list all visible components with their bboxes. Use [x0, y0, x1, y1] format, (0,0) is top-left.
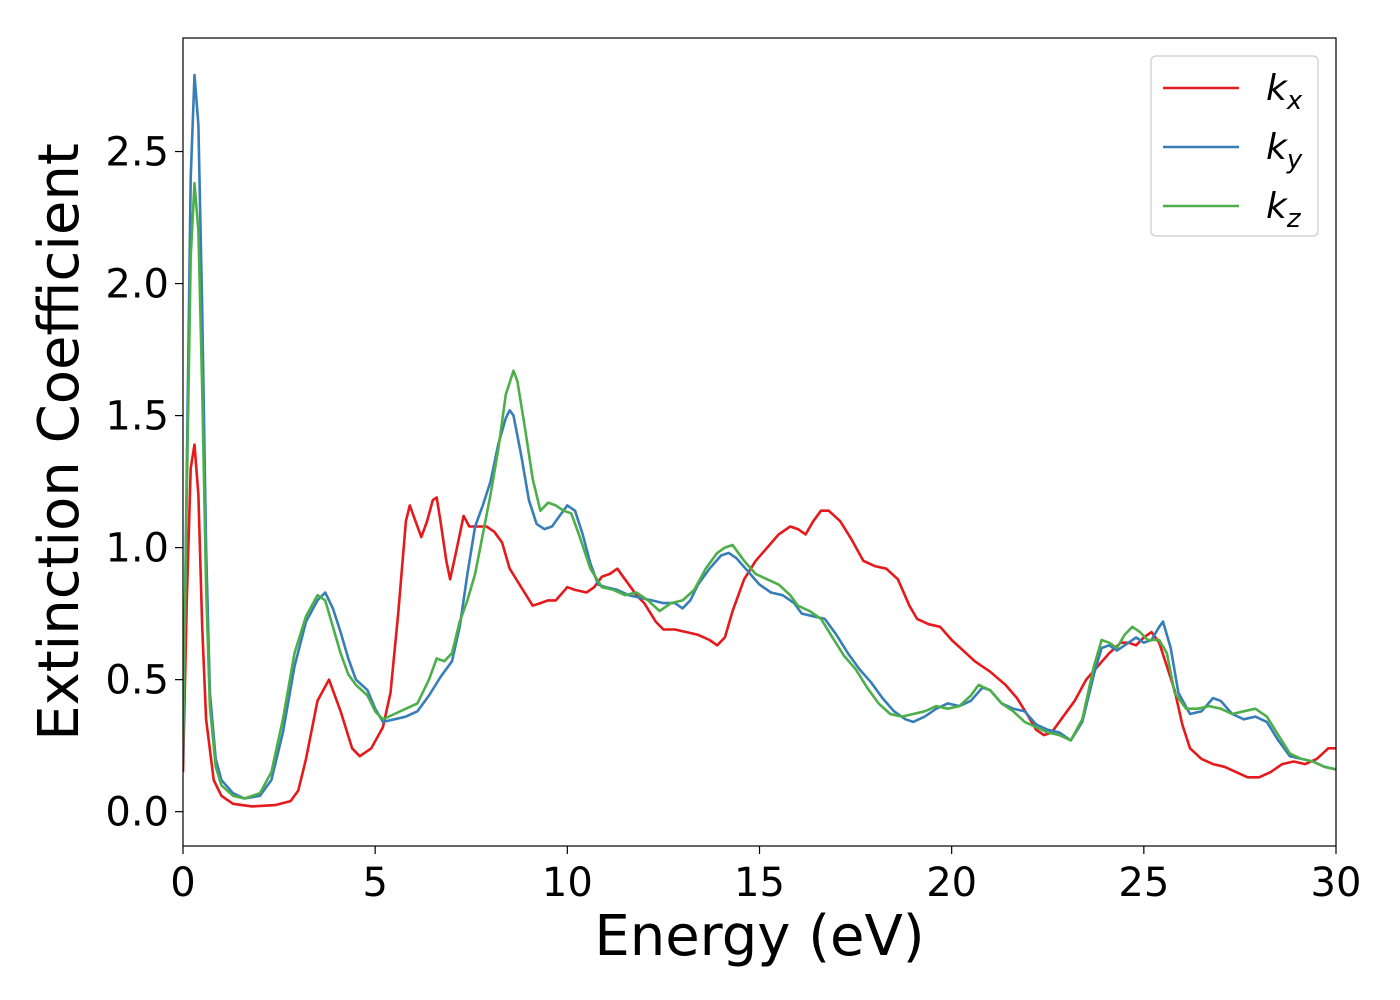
x-tick-label: 0: [170, 860, 195, 906]
y-tick-label: 1.0: [105, 526, 169, 572]
legend-label-y: ky: [1266, 127, 1303, 175]
series-line-z: [183, 181, 1336, 800]
y-tick-label: 2.0: [105, 262, 169, 308]
series-line-x: [183, 443, 1336, 808]
x-axis-title: Energy (eV): [594, 904, 924, 969]
y-tick-label: 1.5: [105, 394, 169, 440]
x-tick-label: 5: [362, 860, 387, 906]
y-tick-label: 2.5: [105, 130, 169, 176]
y-tick-label: 0.0: [105, 790, 169, 836]
x-tick-label: 25: [1118, 860, 1169, 906]
y-axis-title: Extinction Coefficient: [27, 143, 92, 741]
legend-label-z: kz: [1266, 186, 1302, 234]
x-tick-label: 20: [926, 860, 977, 906]
x-tick-label: 30: [1311, 860, 1362, 906]
x-tick-label: 15: [734, 860, 785, 906]
ticks-layer: 0 5 10 15 20 25 30 0.0 0.5 1.0 1.5 2.0 2.5: [105, 130, 1361, 906]
legend-label-x: kx: [1266, 68, 1303, 116]
y-tick-label: 0.5: [105, 658, 169, 704]
series-layer: [183, 73, 1336, 808]
x-tick-label: 10: [542, 860, 593, 906]
legend: kx ky kz: [1150, 55, 1319, 237]
